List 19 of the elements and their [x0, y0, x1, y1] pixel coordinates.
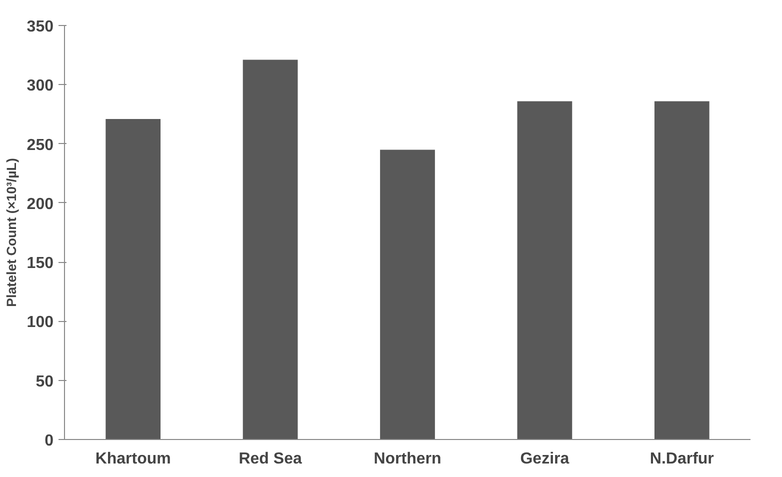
bar	[242, 60, 298, 440]
y-tick-label: 100	[26, 314, 54, 332]
x-tick-label: Gezira	[520, 450, 570, 468]
y-tick-label: 200	[26, 196, 54, 213]
y-tick-label: 250	[26, 136, 54, 154]
y-tick-label: 0	[44, 432, 54, 450]
x-tick-label: Khartoum	[95, 450, 171, 468]
y-tick-label: 350	[26, 18, 54, 36]
bar	[380, 150, 435, 440]
y-tick-label: 300	[26, 78, 54, 95]
y-tick-label: 50	[36, 373, 54, 390]
x-tick-label: N.Darfur	[650, 450, 714, 468]
y-tick-label: 150	[26, 255, 54, 272]
bar	[106, 118, 161, 440]
x-tick-label: Red Sea	[238, 450, 302, 468]
y-axis-title: Platelet Count (×10³/µL)	[4, 158, 19, 307]
bar	[517, 101, 572, 440]
bar	[654, 101, 710, 440]
x-tick-label: Northern	[374, 450, 442, 468]
